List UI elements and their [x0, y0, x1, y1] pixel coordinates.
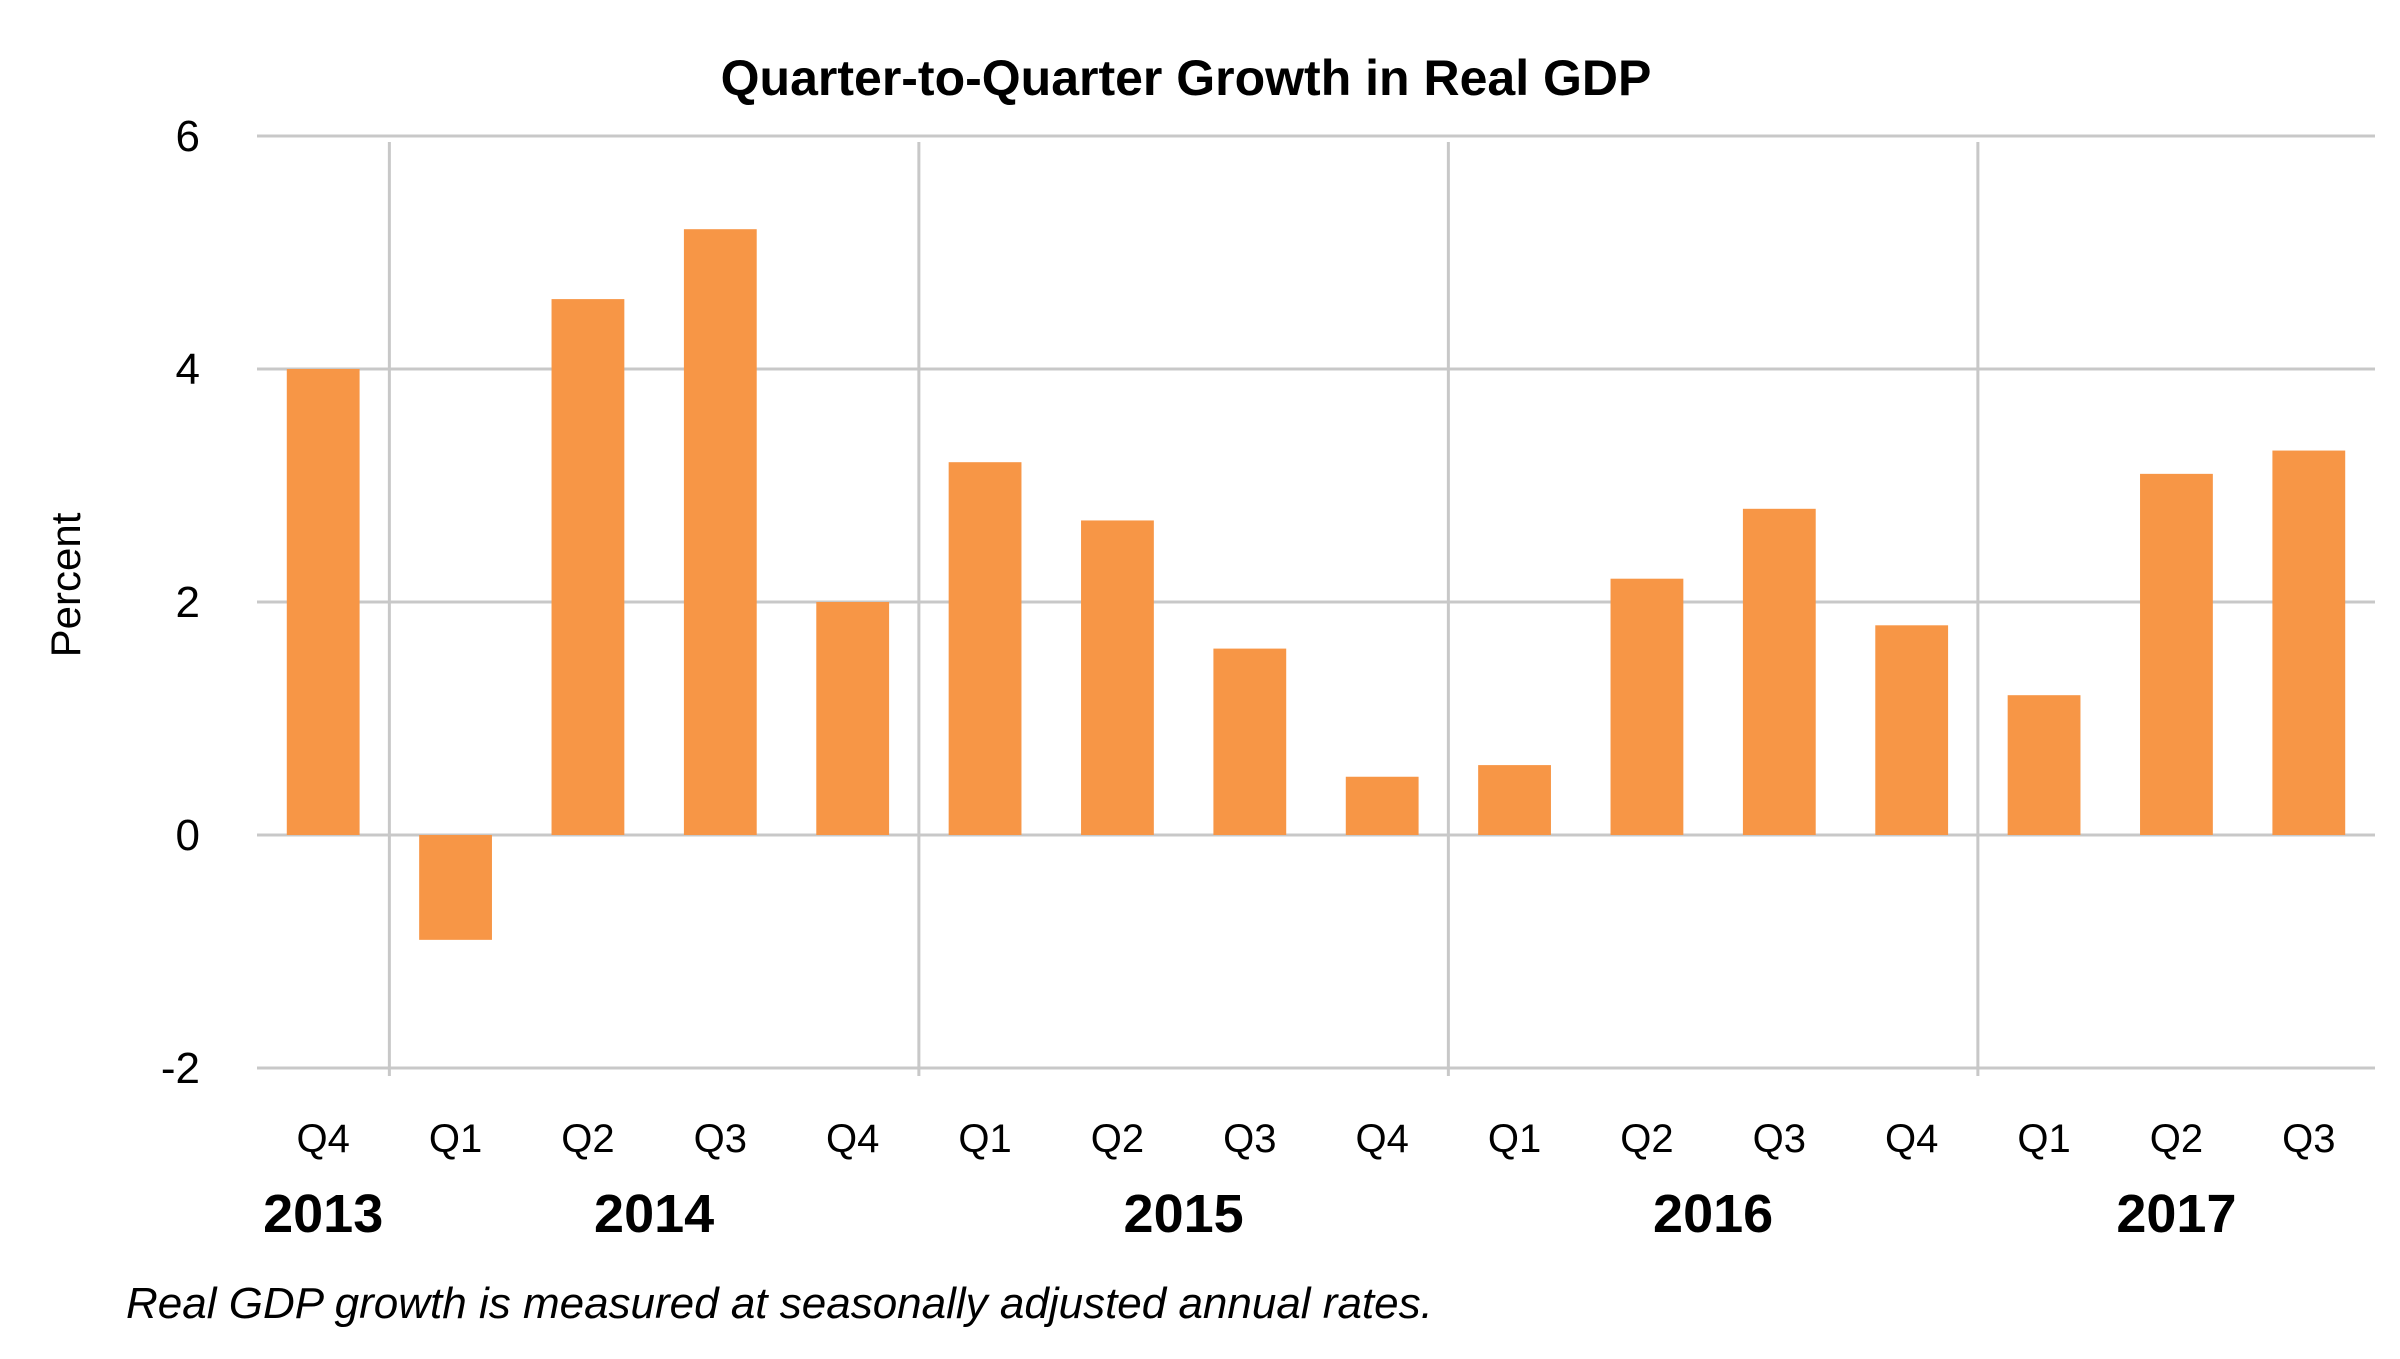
bar — [286, 369, 360, 835]
footnote: Real GDP growth is measured at seasonall… — [126, 1279, 1433, 1328]
bar — [1742, 508, 1816, 835]
year-label: 2013 — [263, 1184, 383, 1244]
bar — [1875, 625, 1949, 835]
x-tick-label: Q4 — [1885, 1117, 1938, 1161]
x-tick-label: Q2 — [561, 1117, 614, 1161]
y-tick-label: 4 — [176, 345, 200, 394]
bars — [286, 229, 2346, 940]
x-tick-label: Q4 — [1356, 1117, 1409, 1161]
x-tick-label: Q1 — [958, 1117, 1011, 1161]
x-tick-label: Q3 — [2282, 1117, 2335, 1161]
x-tick-label: Q2 — [2150, 1117, 2203, 1161]
x-tick-labels: Q4 Q1 Q2 Q3 Q4 Q1 Q2 Q3 Q4 Q1 Q2 Q3 Q4 Q1 Q2 Q3 — [297, 1117, 2336, 1161]
y-tick-label: 2 — [176, 578, 200, 627]
x-tick-label: Q4 — [297, 1117, 350, 1161]
y-tick-label: 6 — [176, 112, 200, 161]
y-tick-label: -2 — [161, 1044, 200, 1093]
bar — [1345, 776, 1419, 835]
x-tick-label: Q4 — [826, 1117, 879, 1161]
bar — [1081, 520, 1154, 835]
year-label: 2015 — [1124, 1184, 1244, 1244]
bar — [1610, 578, 1684, 835]
y-axis-label: Percent — [42, 512, 89, 657]
year-label: 2016 — [1653, 1184, 1773, 1244]
bar — [1478, 765, 1551, 835]
year-labels: 2013 2014 2015 2016 2017 — [263, 1184, 2236, 1244]
bar — [683, 229, 757, 835]
x-tick-label: Q3 — [694, 1117, 747, 1161]
bar — [2007, 695, 2081, 835]
bar — [948, 462, 1022, 835]
bar — [419, 835, 492, 940]
year-label: 2017 — [2116, 1184, 2236, 1244]
x-tick-label: Q1 — [2017, 1117, 2070, 1161]
bar — [2140, 473, 2213, 835]
y-tick-label: 0 — [176, 811, 200, 860]
bar — [816, 602, 890, 835]
bar — [2272, 450, 2346, 835]
year-label: 2014 — [594, 1184, 714, 1244]
x-tick-label: Q2 — [1091, 1117, 1144, 1161]
chart-title: Quarter-to-Quarter Growth in Real GDP — [721, 50, 1652, 106]
bar — [1213, 648, 1287, 835]
x-tick-label: Q3 — [1753, 1117, 1806, 1161]
x-tick-label: Q1 — [429, 1117, 482, 1161]
x-tick-label: Q3 — [1223, 1117, 1276, 1161]
y-tick-labels: -2 0 2 4 6 — [161, 112, 200, 1093]
x-tick-label: Q2 — [1620, 1117, 1673, 1161]
x-tick-label: Q1 — [1488, 1117, 1541, 1161]
year-separators — [387, 142, 1980, 1076]
bar — [551, 299, 625, 836]
